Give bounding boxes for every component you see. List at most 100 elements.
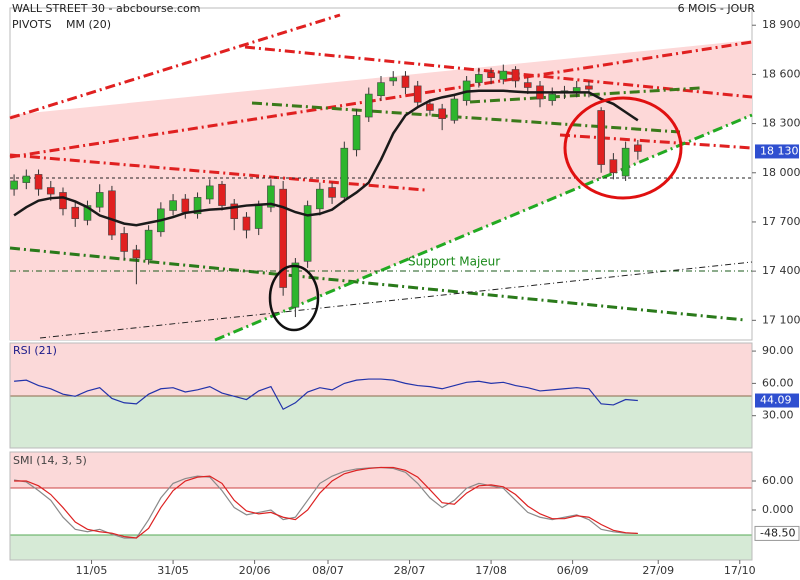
candle-body [120, 233, 128, 252]
period: 6 MOIS - JOUR [678, 2, 756, 15]
candle-body [634, 144, 642, 152]
candle-body [71, 206, 80, 219]
y-tick-label: 18 600 [762, 67, 800, 80]
smi-panel [9, 451, 753, 561]
candle-body [438, 108, 446, 119]
candle-body [193, 197, 202, 215]
candle-body [316, 188, 324, 210]
x-tick-label: 17/08 [475, 564, 507, 577]
y-tick-label: 60.00 [762, 376, 794, 389]
candle-body [401, 75, 410, 88]
trend-line [9, 13, 341, 120]
candle-body [132, 249, 141, 259]
last-value-label: -48.50 [760, 526, 795, 539]
candle-body [548, 93, 557, 101]
x-tick-label: 11/05 [76, 564, 108, 577]
highlight-circle [268, 264, 320, 332]
x-tick-label: 06/09 [557, 564, 589, 577]
x-tick-label: 28/07 [394, 564, 426, 577]
trend-line [244, 45, 753, 99]
candle-body [83, 205, 92, 221]
series-line [14, 378, 638, 411]
trend-line [39, 261, 753, 339]
x-tick-label: 17/10 [724, 564, 756, 577]
candle-body [254, 205, 263, 229]
candle-body [279, 188, 287, 288]
candle-body [352, 115, 361, 151]
y-tick-label: 18 000 [762, 166, 800, 179]
candle-body [340, 147, 349, 198]
last-value-label: 18 130 [760, 144, 799, 157]
x-tick-label: 20/06 [239, 564, 271, 577]
x-tick-label: 31/05 [157, 564, 189, 577]
candle-body [22, 175, 31, 183]
candle-body [499, 70, 508, 80]
last-value-box [754, 525, 800, 541]
y-tick-label: 17 700 [762, 215, 800, 228]
candle-body [144, 229, 153, 260]
y-tick-label: 0.000 [762, 503, 794, 516]
annotation: Support Majeur [408, 255, 500, 269]
trend-line [251, 101, 681, 134]
chart-title: WALL STREET 30 - abcbourse.com [12, 2, 200, 15]
series-line [13, 466, 638, 539]
candle-body [267, 185, 275, 208]
candle-body [328, 187, 336, 198]
x-tick-label: 08/07 [312, 564, 344, 577]
candle-body [34, 174, 43, 190]
rsi-panel [9, 342, 753, 449]
x-tick-label: 27/09 [642, 564, 674, 577]
last-value-label: 44.09 [760, 394, 792, 407]
rsi-low-zone [10, 396, 752, 448]
candle-body [523, 82, 532, 88]
marks [10, 64, 642, 539]
candle-body [475, 74, 483, 83]
candle-body [10, 180, 18, 190]
candle-body [169, 200, 177, 211]
candle-body [108, 190, 116, 236]
candle-body [389, 77, 398, 82]
panel-title: SMI (14, 3, 5) [13, 454, 87, 467]
candle-body [46, 187, 55, 195]
panel-title: RSI (21) [13, 344, 57, 357]
trend-line [9, 153, 426, 192]
candle-body [291, 262, 300, 308]
candle-body [426, 103, 434, 111]
y-tick-label: 17 100 [762, 313, 800, 326]
candle-body [181, 198, 190, 213]
candle-body [242, 216, 251, 231]
candle-body [218, 183, 226, 206]
candle-body [487, 72, 495, 78]
trend-line [469, 86, 701, 104]
candle-body [59, 192, 67, 210]
candle-body [303, 205, 312, 262]
y-tick-label: 30.00 [762, 409, 794, 422]
trend-line [559, 133, 753, 150]
candle-body [230, 203, 239, 219]
candle-body [205, 185, 214, 200]
candle-body [413, 85, 422, 103]
y-tick-label: 17 400 [762, 264, 800, 277]
legend-entry: MM (20) [66, 18, 111, 31]
candle-body [609, 159, 618, 174]
y-tick-label: 18 900 [762, 18, 800, 31]
candle-body [511, 69, 520, 82]
highlight-circle [563, 96, 683, 200]
candle-body [450, 98, 459, 121]
series-line [13, 89, 639, 227]
smi-low-zone [10, 535, 752, 560]
candle-body [95, 192, 104, 208]
y-tick-label: 90.00 [762, 344, 794, 357]
smi-high-zone [10, 452, 752, 488]
y-tick-label: 60.00 [762, 474, 794, 487]
y-tick-label: 18 300 [762, 117, 800, 130]
candle-body [364, 93, 373, 118]
last-value-box [755, 393, 799, 408]
indicator-label: PIVOTS [12, 18, 52, 31]
support-line [214, 113, 753, 342]
trend-line [9, 246, 746, 322]
candle-body [377, 82, 385, 97]
series-line [14, 466, 638, 539]
